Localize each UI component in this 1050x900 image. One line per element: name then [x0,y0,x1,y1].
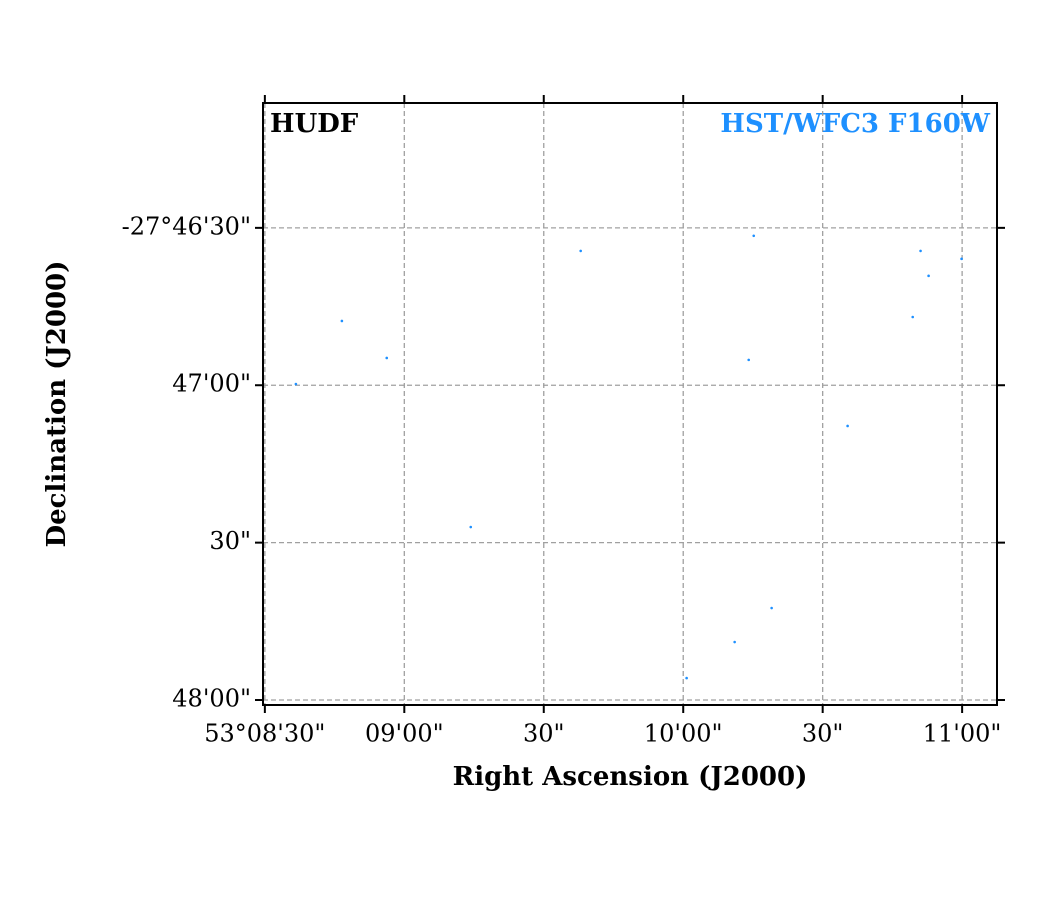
x-tick-label: 30" [802,720,844,748]
x-tick-label: 09'00" [365,720,444,748]
annotation: HUDF [270,109,359,139]
point [340,319,344,323]
point [911,315,915,319]
point [747,358,751,362]
point [579,249,582,253]
point [294,382,298,386]
point [469,525,473,529]
point [919,249,922,253]
x-axis-label: Right Ascension (J2000) [453,762,808,792]
x-tick-label: 10'00" [644,720,723,748]
point [685,676,688,680]
plot-frame [262,102,998,706]
point [960,257,963,261]
annotation: HST/WFC3 F160W [720,109,990,139]
y-tick-label: -27°46'30" [122,212,251,240]
x-tick-label: 30" [523,720,565,748]
y-tick-label: 30" [209,527,251,555]
x-tick-label: 11'00" [923,720,1002,748]
point [846,424,849,428]
y-tick-label: 47'00" [172,370,251,398]
point [385,356,389,360]
y-tick-label: 48'00" [172,685,251,713]
y-axis-label: Declination (J2000) [42,261,72,548]
point [733,640,736,644]
point [752,234,756,238]
x-tick-label: 53°08'30" [204,720,325,748]
point [770,606,773,610]
point [927,274,930,278]
